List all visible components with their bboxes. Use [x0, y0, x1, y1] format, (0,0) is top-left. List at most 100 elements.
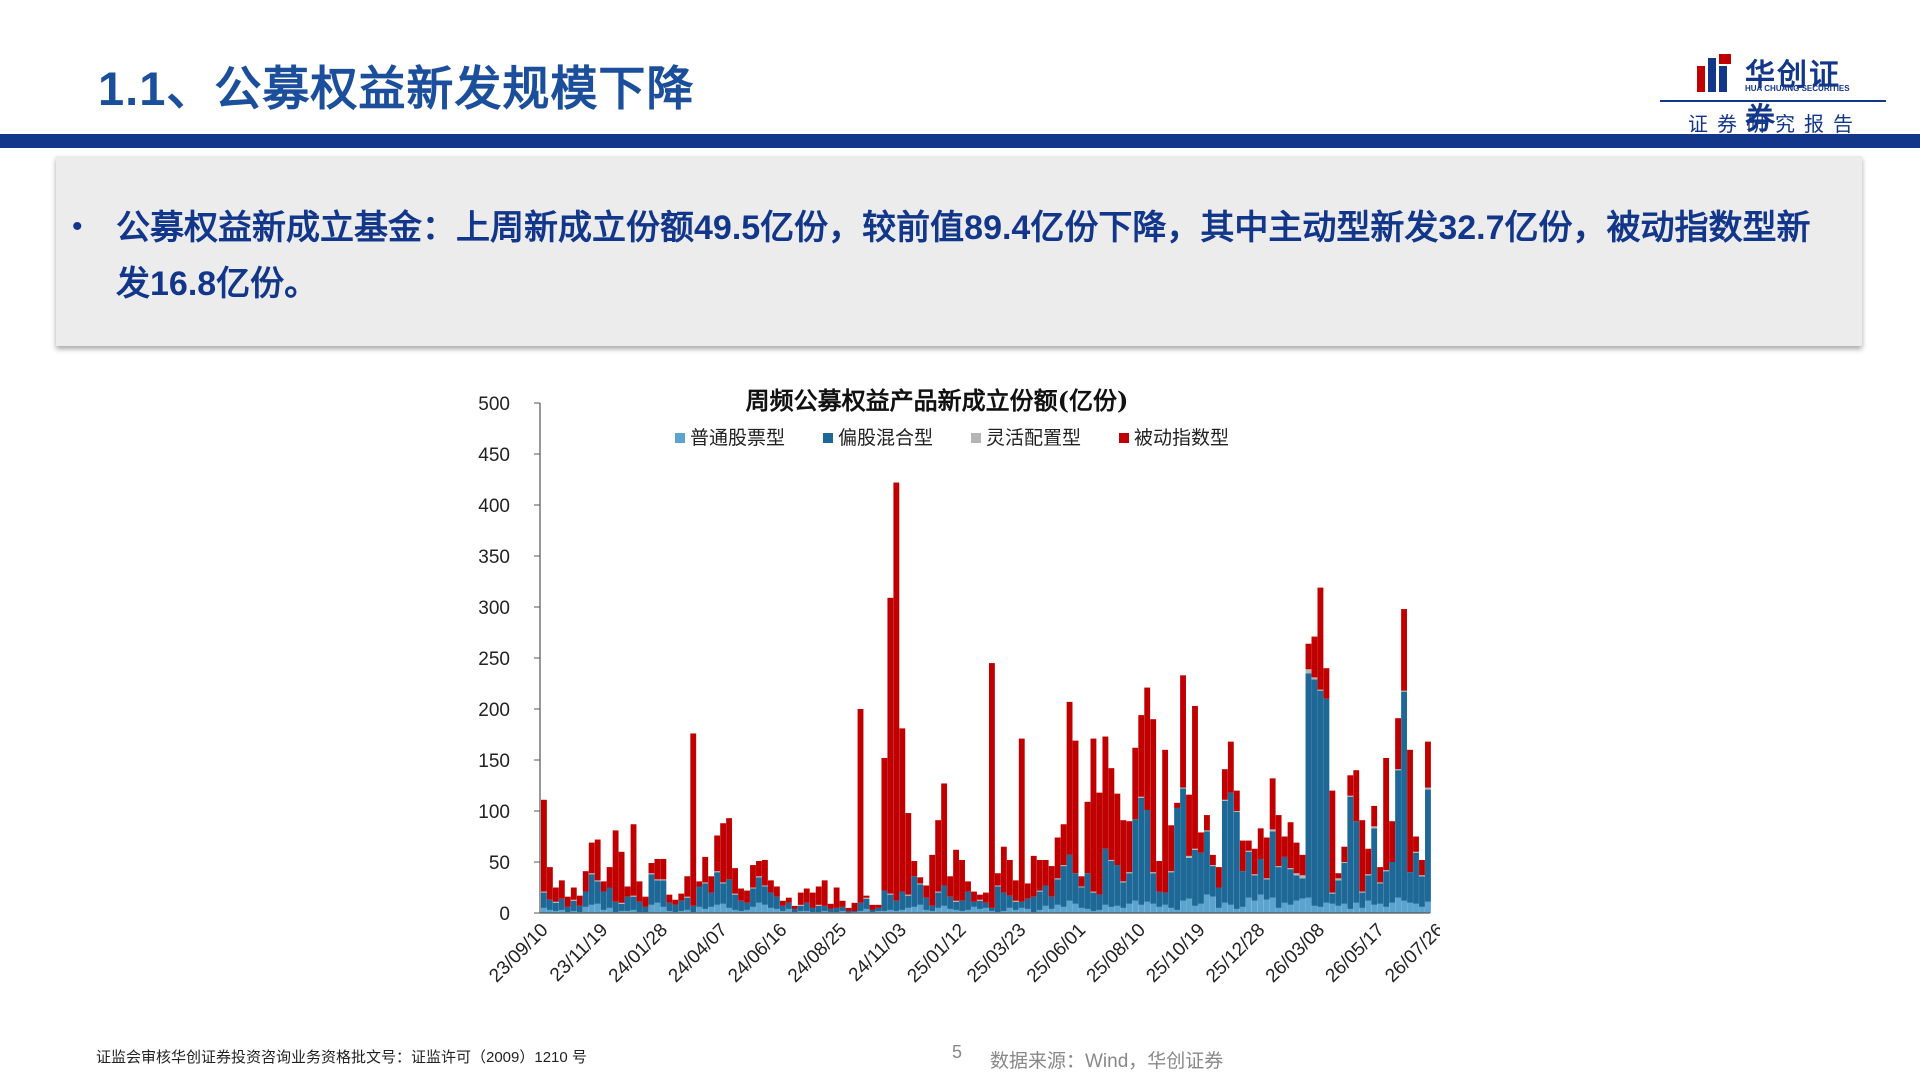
- bar-segment: [1395, 718, 1402, 770]
- bar-segment: [929, 854, 936, 906]
- bar-segment: [594, 839, 601, 881]
- bar-segment: [821, 905, 828, 911]
- bar-segment: [1323, 902, 1330, 913]
- bar-segment: [1090, 892, 1097, 911]
- bar-segment: [1395, 770, 1402, 898]
- bar-segment: [923, 909, 930, 913]
- bar-segment: [1251, 875, 1258, 901]
- bar-segment: [702, 908, 709, 913]
- bar-segment: [1192, 905, 1198, 913]
- bar-segment: [1090, 891, 1097, 893]
- bar-segment: [773, 896, 780, 909]
- bar-segment: [994, 885, 1001, 887]
- bar-segment: [1401, 609, 1407, 691]
- bar-segment: [738, 888, 744, 901]
- bar-segment: [690, 733, 697, 906]
- bar-segment: [1341, 846, 1348, 862]
- x-tick-label: 25/10/19: [1142, 920, 1209, 987]
- bar-segment: [1365, 874, 1372, 876]
- bar-segment: [648, 904, 655, 913]
- bar-segment: [756, 860, 762, 877]
- logo-text-cn: 华创证券: [1745, 59, 1841, 136]
- bar-segment: [785, 902, 792, 909]
- bar-segment: [1317, 906, 1324, 913]
- company-logo: 华创证券 HUA CHUANG SECURITIES: [1693, 50, 1853, 136]
- y-tick-label: 400: [478, 496, 510, 517]
- bar-segment: [917, 877, 924, 884]
- bar-segment: [959, 900, 965, 911]
- bar-segment: [863, 897, 870, 899]
- bar-segment: [720, 882, 727, 884]
- bar-segment: [684, 909, 691, 913]
- bar-segment: [809, 892, 816, 908]
- bar-segment: [1305, 643, 1312, 670]
- bar-segment: [1108, 859, 1115, 861]
- bar-segment: [1365, 848, 1372, 875]
- bar-segment: [630, 896, 637, 910]
- bar-segment: [875, 904, 882, 908]
- bar-segment: [1132, 747, 1139, 820]
- bar-segment: [541, 892, 547, 908]
- bar-segment: [570, 900, 577, 911]
- bar-segment: [1299, 898, 1306, 913]
- bar-segment: [1395, 897, 1402, 913]
- bar-segment: [624, 896, 631, 911]
- bar-segment: [1012, 901, 1019, 910]
- bar-segment: [1030, 855, 1037, 897]
- bar-segment: [564, 896, 571, 907]
- bar-segment: [1305, 669, 1312, 674]
- bar-segment: [1395, 769, 1402, 771]
- bar-segment: [606, 887, 613, 908]
- bar-segment: [654, 858, 661, 880]
- bar-segment: [1245, 850, 1252, 852]
- bar-segment: [803, 910, 810, 913]
- bar-segment: [947, 876, 954, 897]
- bar-segment: [869, 909, 876, 912]
- bar-segment: [1209, 896, 1216, 913]
- bar-segment: [600, 909, 607, 913]
- bar-segment: [773, 908, 780, 913]
- bar-segment: [1413, 852, 1419, 904]
- bar-segment: [678, 910, 685, 913]
- bar-segment: [977, 900, 983, 909]
- bar-segment: [959, 910, 965, 913]
- bar-segment: [1215, 867, 1222, 888]
- bar-segment: [1311, 905, 1318, 913]
- bar-chart: 周频公募权益产品新成立份额(亿份) 普通股票型 偏股混合型 灵活配置型 被动指数型 0…: [478, 386, 1440, 987]
- bar-segment: [1120, 882, 1127, 908]
- bar-segment: [1347, 908, 1354, 913]
- x-tick-label: 26/05/17: [1322, 920, 1389, 987]
- bar-segment: [988, 910, 995, 913]
- bar-segment: [720, 823, 727, 883]
- bar-segment: [618, 851, 625, 903]
- bar-segment: [1114, 865, 1121, 906]
- bar-segment: [678, 893, 685, 901]
- bar-segment: [988, 907, 995, 911]
- bar-segment: [1299, 875, 1306, 879]
- bar-segment: [1174, 807, 1180, 910]
- bar-segment: [965, 891, 971, 910]
- bar-segment: [1305, 673, 1312, 898]
- y-tick-label: 150: [478, 751, 510, 772]
- bar-segment: [660, 880, 667, 907]
- bar-segment: [708, 892, 715, 907]
- bar-segment: [1012, 900, 1019, 902]
- bar-segment: [1287, 822, 1294, 869]
- bar-segment: [821, 880, 828, 906]
- bar-segment: [714, 835, 721, 872]
- bar-segment: [1012, 880, 1019, 901]
- bar-segment: [1401, 691, 1407, 901]
- bar-segment: [767, 892, 774, 908]
- bar-segment: [714, 904, 721, 913]
- bar-segment: [750, 887, 756, 889]
- bar-segment: [1162, 892, 1169, 905]
- bar-segment: [917, 884, 924, 905]
- bar-segment: [1377, 903, 1384, 913]
- bar-segment: [1156, 860, 1163, 892]
- bar-segment: [1180, 675, 1186, 788]
- bar-segment: [588, 904, 595, 913]
- bar-segment: [1204, 894, 1210, 913]
- bar-segment: [1006, 907, 1013, 913]
- bar-segment: [1371, 805, 1378, 827]
- bar-segment: [1150, 719, 1157, 873]
